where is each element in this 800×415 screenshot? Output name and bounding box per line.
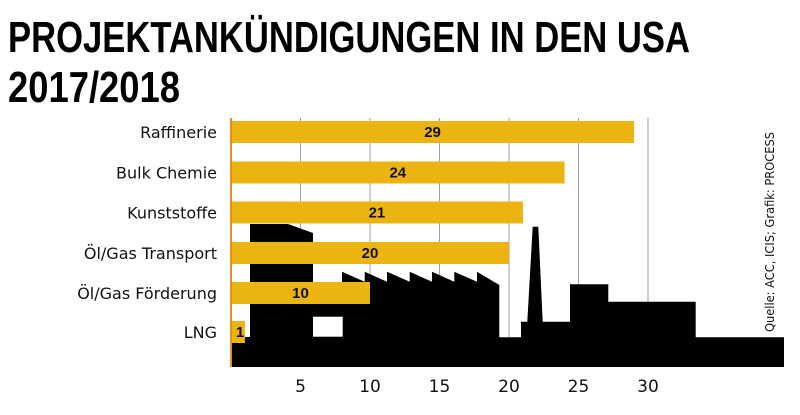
category-label: Öl/Gas Transport: [84, 244, 217, 263]
factory-window: [313, 316, 343, 337]
category-label: Kunststoffe: [127, 204, 217, 223]
category-label: Bulk Chemie: [116, 164, 217, 183]
bar: [231, 121, 635, 143]
x-tick-label: 20: [498, 377, 520, 397]
bar-value-label: 10: [292, 285, 309, 302]
category-label: Öl/Gas Förderung: [77, 284, 217, 303]
factory-silhouette: [230, 224, 784, 367]
bar: [231, 242, 509, 264]
x-tick-label: 30: [637, 377, 659, 397]
bar: [231, 282, 370, 304]
bar: [231, 201, 523, 224]
bar: [231, 321, 245, 343]
chart-title-line-2: 2017/2018: [8, 63, 180, 112]
bar: [231, 161, 565, 184]
bar-value-label: 29: [424, 124, 441, 141]
category-label: LNG: [184, 323, 217, 342]
category-label: Raffinerie: [140, 123, 217, 142]
source-note: Quelle: ACC, ICIS; Grafik: PROCESS: [763, 132, 777, 332]
bar-value-label: 24: [389, 165, 406, 182]
bar-value-label: 1: [236, 324, 244, 341]
chart-title-line-1: PROJEKTANKÜNDIGUNGEN IN DEN USA: [8, 13, 690, 62]
x-tick-label: 5: [295, 377, 306, 397]
bar-value-label: 20: [362, 245, 379, 262]
x-tick-label: 10: [359, 377, 381, 397]
x-tick-label: 25: [568, 377, 590, 397]
bar-value-label: 21: [369, 205, 386, 222]
x-tick-label: 15: [429, 377, 451, 397]
